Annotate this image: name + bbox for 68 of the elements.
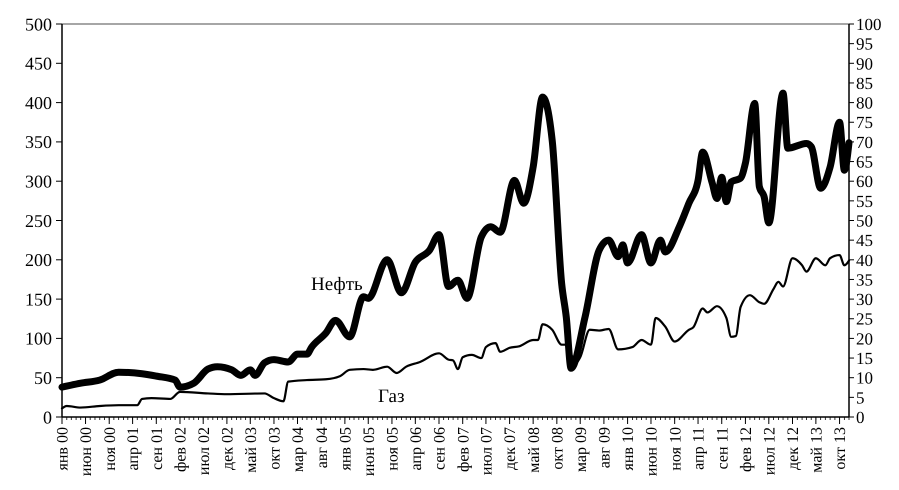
x-tick-label: май 08 bbox=[526, 427, 543, 473]
y-tick-label: 0 bbox=[43, 407, 52, 428]
x-tick-label: сен 11 bbox=[714, 427, 732, 470]
y2-tick-label: 30 bbox=[856, 290, 873, 310]
x-tick-label: дек 02 bbox=[219, 427, 236, 470]
y2-tick-label: 40 bbox=[856, 250, 873, 270]
y2-tick-label: 70 bbox=[856, 132, 873, 152]
y2-tick-label: 55 bbox=[856, 192, 873, 211]
y2-tick-label: 50 bbox=[856, 211, 873, 230]
x-tick-label: июл 02 bbox=[196, 427, 213, 476]
x-tick-label: ноя 00 bbox=[102, 427, 119, 471]
x-tick-label: апр 06 bbox=[408, 427, 425, 470]
y2-tick-label: 85 bbox=[856, 74, 873, 93]
y2-tick-label: 60 bbox=[856, 172, 873, 192]
y-tick-label: 150 bbox=[25, 289, 52, 310]
y-tick-label: 50 bbox=[34, 368, 52, 388]
x-tick-label: янв 05 bbox=[337, 427, 354, 470]
x-tick-label: апр 01 bbox=[125, 427, 142, 470]
x-tick-label: фев 02 bbox=[172, 427, 190, 472]
y-tick-label: 450 bbox=[25, 54, 52, 74]
y2-tick-label: 25 bbox=[856, 310, 873, 329]
series-label: Нефть bbox=[311, 274, 363, 295]
x-tick-label: дек 12 bbox=[785, 427, 802, 470]
y2-tick-label: 95 bbox=[856, 34, 873, 54]
x-tick-label: авг 04 bbox=[314, 427, 331, 468]
y-tick-label: 250 bbox=[25, 210, 52, 231]
y2-tick-label: 0 bbox=[856, 408, 864, 427]
x-tick-label: апр 11 bbox=[690, 427, 708, 470]
x-tick-label: июл 12 bbox=[761, 427, 778, 476]
y-tick-label: 350 bbox=[25, 132, 52, 152]
x-tick-label: ноя 10 bbox=[667, 427, 684, 471]
x-tick-label: окт 08 bbox=[549, 427, 566, 470]
x-tick-label: янв 00 bbox=[54, 427, 72, 470]
x-tick-label: мар 09 bbox=[572, 427, 590, 472]
y2-tick-label: 45 bbox=[856, 231, 873, 250]
y2-tick-label: 65 bbox=[856, 152, 873, 172]
x-tick-label: янв 10 bbox=[620, 427, 638, 470]
x-tick-label: сен 06 bbox=[432, 427, 449, 470]
x-tick-label: май 03 bbox=[242, 427, 260, 473]
x-tick-label: сен 01 bbox=[148, 427, 166, 470]
y-tick-label: 100 bbox=[25, 328, 52, 349]
y2-tick-label: 15 bbox=[856, 349, 873, 368]
y2-tick-label: 75 bbox=[856, 113, 873, 132]
y-tick-label: 400 bbox=[25, 92, 52, 113]
x-tick-label: июн 05 bbox=[360, 427, 378, 476]
x-tick-label: окт 13 bbox=[832, 427, 850, 470]
x-tick-label: окт 03 bbox=[266, 427, 284, 470]
y-tick-label: 500 bbox=[25, 14, 52, 34]
x-tick-label: июн 10 bbox=[644, 427, 661, 476]
y2-tick-label: 35 bbox=[856, 270, 873, 290]
y2-tick-label: 90 bbox=[856, 54, 873, 74]
x-tick-label: дек 07 bbox=[502, 427, 520, 470]
y2-tick-label: 20 bbox=[856, 329, 873, 348]
x-tick-label: май 13 bbox=[808, 427, 826, 473]
y2-tick-label: 5 bbox=[856, 388, 864, 408]
x-tick-label: июл 07 bbox=[478, 427, 496, 476]
x-tick-label: июн 00 bbox=[78, 427, 96, 476]
x-tick-label: фев 07 bbox=[455, 427, 472, 472]
y2-tick-label: 100 bbox=[856, 14, 882, 34]
series-label: Газ bbox=[378, 386, 404, 407]
y-tick-label: 300 bbox=[25, 172, 52, 192]
x-tick-label: фев 12 bbox=[738, 427, 756, 472]
y2-tick-label: 10 bbox=[856, 368, 873, 388]
x-tick-label: ноя 05 bbox=[384, 427, 402, 471]
x-tick-label: авг 09 bbox=[596, 427, 614, 468]
x-tick-label: мар 04 bbox=[290, 427, 308, 472]
y2-tick-label: 80 bbox=[856, 94, 873, 113]
y-tick-label: 200 bbox=[25, 250, 52, 270]
